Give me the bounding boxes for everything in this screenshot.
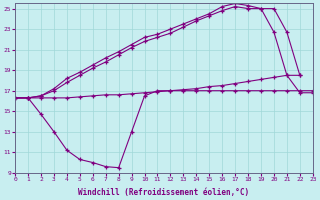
X-axis label: Windchill (Refroidissement éolien,°C): Windchill (Refroidissement éolien,°C) <box>78 188 250 197</box>
